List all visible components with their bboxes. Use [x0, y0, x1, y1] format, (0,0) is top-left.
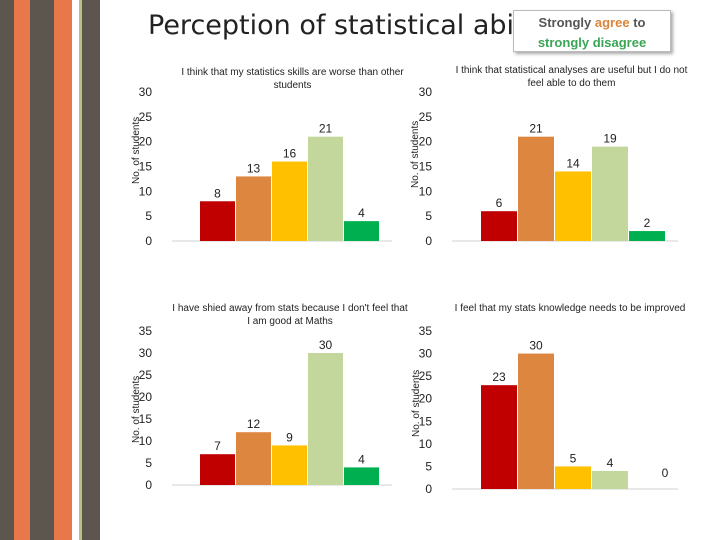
- bar: [481, 211, 517, 241]
- bar: [629, 231, 665, 241]
- legend-box: Strongly agree to strongly disagree: [513, 10, 671, 52]
- chart-title: I think that statistical analyses are us…: [455, 65, 688, 89]
- bar: [555, 171, 591, 241]
- chart-1-plot: 0 5 10 15 20 25 30 8 13 16 21 4: [139, 85, 392, 248]
- chart-2-plot: 0 5 10 15 20 25 30 6 21 14 19 2: [419, 85, 678, 248]
- data-label: 14: [566, 156, 580, 170]
- bar: [308, 136, 343, 241]
- y-tick-label: 5: [145, 456, 152, 470]
- bar: [236, 432, 271, 485]
- chart-title: I feel that my stats knowledge needs to …: [454, 303, 686, 314]
- y-tick-label: 20: [419, 135, 433, 149]
- y-tick-label: 10: [139, 184, 153, 198]
- data-label: 6: [496, 196, 503, 210]
- y-tick-label: 30: [139, 85, 153, 99]
- bar: [592, 146, 628, 241]
- y-tick-label: 20: [419, 392, 433, 406]
- y-tick-label: 25: [139, 110, 153, 124]
- page-title: Perception of statistical ability: [148, 10, 556, 41]
- bar: [518, 136, 554, 241]
- bar: [236, 176, 271, 241]
- y-tick-label: 30: [419, 347, 433, 361]
- data-label: 8: [214, 186, 221, 200]
- y-tick-label: 35: [419, 324, 433, 338]
- data-label: 9: [286, 430, 293, 444]
- data-label: 19: [603, 132, 617, 146]
- bar: [200, 454, 235, 485]
- y-tick-label: 25: [419, 110, 433, 124]
- bar: [344, 467, 379, 485]
- bar: [272, 161, 307, 241]
- decorative-stripes: [0, 0, 100, 540]
- y-tick-label: 25: [419, 369, 433, 383]
- legend-text-agree: agree: [594, 15, 630, 30]
- y-tick-label: 15: [139, 412, 153, 426]
- chart-3-plot: 0 5 10 15 20 25 30 35 7 12 9 30 4: [139, 324, 392, 492]
- bar: [272, 445, 307, 485]
- chart-title: I think that my statistics skills are wo…: [181, 67, 404, 91]
- data-label: 7: [214, 439, 221, 453]
- data-label: 5: [570, 451, 577, 465]
- y-tick-label: 10: [419, 184, 433, 198]
- data-label: 0: [662, 466, 669, 480]
- bar: [592, 470, 628, 489]
- y-tick-label: 20: [139, 135, 153, 149]
- y-tick-label: 5: [145, 209, 152, 223]
- legend-text-strongly: Strongly: [538, 15, 595, 30]
- data-label: 21: [529, 122, 543, 136]
- data-label: 23: [492, 370, 506, 384]
- y-tick-label: 25: [139, 368, 153, 382]
- bar: [200, 201, 235, 241]
- stripe-6: [82, 0, 100, 540]
- data-label: 16: [283, 147, 297, 161]
- legend-text-strongly-disagree: strongly disagree: [537, 35, 647, 50]
- legend-text-to: to: [629, 15, 646, 30]
- stripe-2: [14, 0, 30, 540]
- stripe-1: [0, 0, 14, 540]
- y-tick-label: 15: [139, 160, 153, 174]
- data-label: 4: [358, 206, 365, 220]
- y-tick-label: 10: [419, 437, 433, 451]
- bar: [518, 353, 554, 489]
- y-tick-label: 10: [139, 434, 153, 448]
- data-label: 4: [607, 456, 614, 470]
- bar: [481, 385, 517, 489]
- stripe-5: [79, 0, 82, 540]
- y-tick-label: 5: [425, 459, 432, 473]
- bar: [555, 466, 591, 489]
- chart-title: I have shied away from stats because I d…: [172, 303, 408, 327]
- data-label: 30: [319, 338, 333, 352]
- y-tick-label: 0: [145, 478, 152, 492]
- bar: [344, 221, 379, 241]
- y-tick-label: 35: [139, 324, 153, 338]
- y-tick-label: 0: [425, 482, 432, 496]
- y-tick-label: 15: [419, 160, 433, 174]
- data-label: 4: [358, 452, 365, 466]
- data-label: 12: [247, 417, 261, 431]
- y-tick-label: 30: [139, 346, 153, 360]
- chart-4-plot: 0 5 10 15 20 25 30 35 23 30 5 4 0: [419, 324, 678, 496]
- y-tick-label: 5: [425, 209, 432, 223]
- y-tick-label: 15: [419, 414, 433, 428]
- y-tick-label: 30: [419, 85, 433, 99]
- data-label: 30: [529, 339, 543, 353]
- y-tick-label: 0: [425, 234, 432, 248]
- y-tick-label: 0: [145, 234, 152, 248]
- bar: [308, 353, 343, 485]
- data-label: 13: [247, 161, 261, 175]
- data-label: 21: [319, 122, 333, 136]
- stripe-3: [30, 0, 54, 540]
- stripe-4: [54, 0, 72, 540]
- y-tick-label: 20: [139, 390, 153, 404]
- data-label: 2: [644, 216, 651, 230]
